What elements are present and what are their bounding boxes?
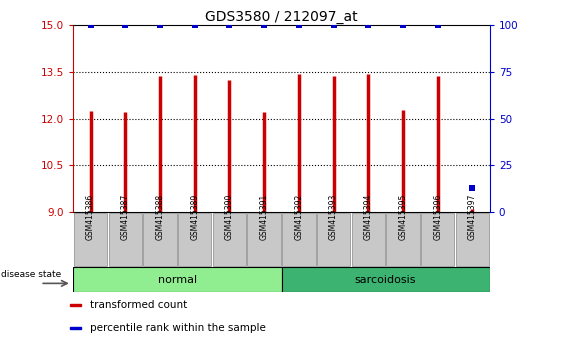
Bar <box>73 267 282 292</box>
Bar <box>70 326 81 329</box>
Title: GDS3580 / 212097_at: GDS3580 / 212097_at <box>205 10 358 24</box>
Bar <box>144 213 177 266</box>
Bar <box>352 213 385 266</box>
Text: GSM415396: GSM415396 <box>434 193 442 240</box>
Bar <box>282 213 315 266</box>
Bar <box>109 213 142 266</box>
Text: GSM415395: GSM415395 <box>399 193 408 240</box>
Text: GSM415394: GSM415394 <box>364 193 373 240</box>
Text: GSM415397: GSM415397 <box>468 193 477 240</box>
Text: GSM415388: GSM415388 <box>155 194 164 240</box>
Bar <box>74 213 107 266</box>
Text: disease state: disease state <box>2 270 62 279</box>
Bar <box>70 304 81 306</box>
Text: GSM415386: GSM415386 <box>86 194 95 240</box>
Bar <box>456 213 489 266</box>
Text: GSM415390: GSM415390 <box>225 193 234 240</box>
Bar <box>421 213 454 266</box>
Bar <box>213 213 246 266</box>
Bar <box>248 213 281 266</box>
Text: GSM415393: GSM415393 <box>329 193 338 240</box>
Text: percentile rank within the sample: percentile rank within the sample <box>90 323 266 333</box>
Text: transformed count: transformed count <box>90 300 187 310</box>
Text: sarcoidosis: sarcoidosis <box>355 275 417 285</box>
Bar <box>178 213 211 266</box>
Bar <box>317 213 350 266</box>
Text: GSM415389: GSM415389 <box>190 194 199 240</box>
Bar <box>282 267 490 292</box>
Text: normal: normal <box>158 275 197 285</box>
Text: GSM415387: GSM415387 <box>121 194 129 240</box>
Text: GSM415391: GSM415391 <box>260 194 269 240</box>
Bar <box>386 213 419 266</box>
Text: GSM415392: GSM415392 <box>294 194 303 240</box>
